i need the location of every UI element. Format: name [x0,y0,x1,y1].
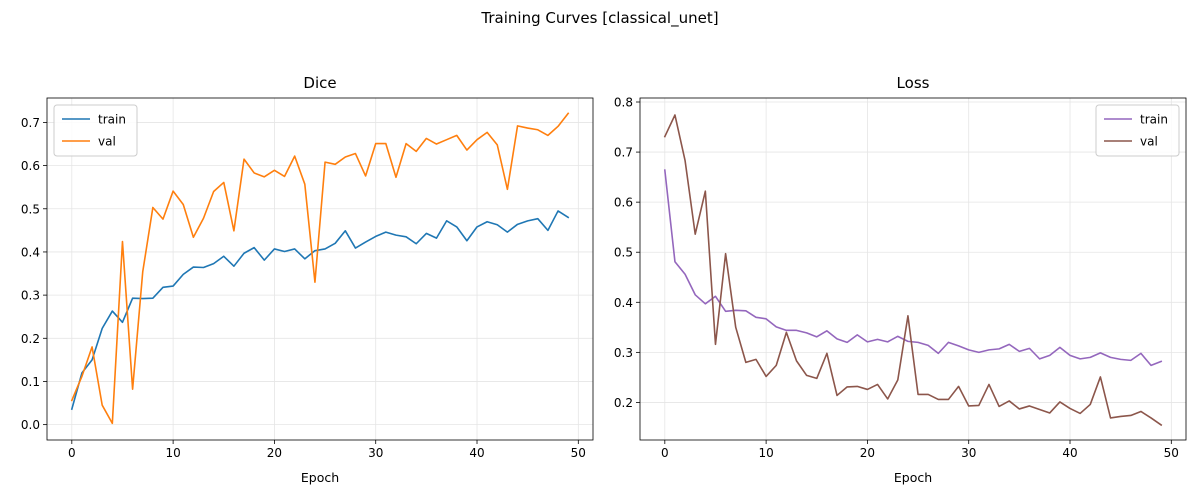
loss-axes-frame [639,97,1187,441]
loss-legend: train val [1095,104,1180,157]
legend-label-val: val [98,135,116,149]
dice-axes-frame [46,97,594,441]
dice-legend: train val [53,104,138,157]
legend-frame [53,104,138,157]
x-tick-label: 10 [165,446,180,460]
x-tick-label: 30 [368,446,383,460]
x-tick-label: 10 [758,446,773,460]
y-tick-label: 0.7 [614,146,633,160]
dice-series-val [70,112,570,425]
y-tick-label: 0.2 [614,396,633,410]
y-tick-label: 0.3 [21,289,40,303]
y-tick-label: 0.6 [21,159,40,173]
dice-series-train [70,210,570,411]
x-tick-label: 0 [68,446,76,460]
legend-label-train: train [1140,113,1168,127]
figure-title: Training Curves [classical_unet] [480,9,718,28]
x-tick-label: 50 [571,446,586,460]
legend-label-val: val [1140,135,1158,149]
x-tick-label: 40 [469,446,484,460]
y-tick-label: 0.4 [614,296,633,310]
loss-x-axis-label: Epoch [894,470,932,485]
y-tick-label: 0.5 [21,202,40,216]
y-tick-label: 0.8 [614,96,633,110]
loss-grid [640,98,1186,440]
x-tick-label: 30 [961,446,976,460]
dice-title: Dice [303,74,336,92]
y-tick-label: 0.2 [21,332,40,346]
y-tick-label: 0.6 [614,196,633,210]
y-tick-label: 0.4 [21,245,40,259]
dice-chart: 0 10 20 30 40 50 0.0 0.1 0.2 0.3 0.4 0.5 0.6 0.7 Dice E… [21,74,594,485]
x-tick-label: 20 [267,446,282,460]
x-tick-label: 20 [860,446,875,460]
y-tick-label: 0.0 [21,418,40,432]
loss-title: Loss [897,74,930,92]
y-tick-label: 0.3 [614,346,633,360]
x-tick-label: 50 [1164,446,1179,460]
y-tick-label: 0.7 [21,116,40,130]
loss-series-train [663,169,1163,367]
y-tick-label: 0.5 [614,246,633,260]
x-tick-label: 40 [1062,446,1077,460]
y-tick-label: 0.1 [21,375,40,389]
loss-chart: 0 10 20 30 40 50 0.2 0.3 0.4 0.5 0.6 0.7 0.8 Loss Epoc… [614,74,1187,485]
legend-frame [1095,104,1180,157]
x-tick-label: 0 [661,446,669,460]
loss-series-val [663,114,1163,427]
dice-x-axis-label: Epoch [301,470,339,485]
legend-label-train: train [98,113,126,127]
